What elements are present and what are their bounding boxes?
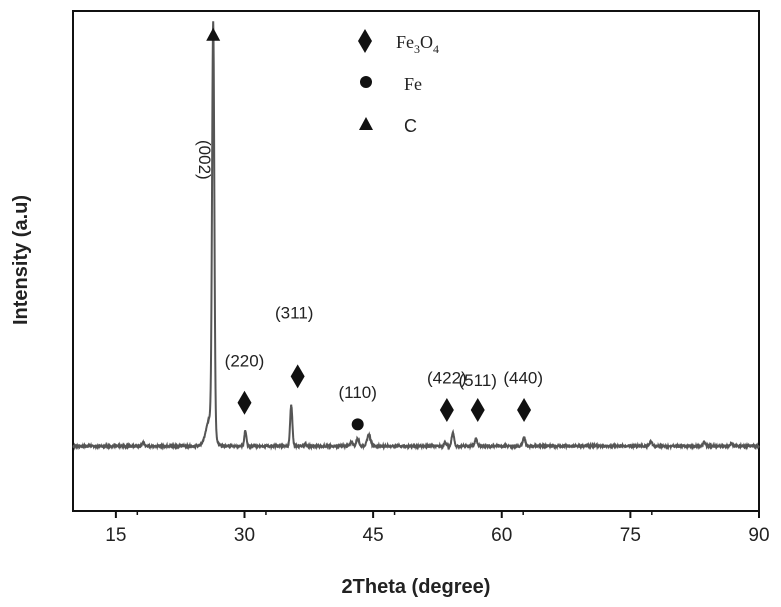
marker-layer — [206, 27, 532, 431]
x-axis-title: 2Theta (degree) — [342, 576, 491, 598]
peak-label: (440) — [503, 369, 543, 388]
peak-label: (311) — [275, 304, 313, 323]
peak-label: (002) — [195, 140, 214, 180]
legend-marker-triangle — [359, 117, 373, 130]
fe3o4-diamond-marker — [290, 364, 305, 389]
peak-label: (220) — [225, 352, 265, 371]
fe-circle-marker — [351, 418, 364, 431]
legend: Fe3O4 Fe C — [358, 29, 439, 136]
c-triangle-marker — [206, 27, 221, 41]
series-layer — [72, 21, 760, 451]
legend-marker-diamond — [358, 29, 372, 53]
y-axis-title: Intensity (a.u) — [10, 195, 32, 325]
plot-frame — [72, 10, 760, 512]
x-tick-label: 15 — [105, 525, 126, 546]
fe3o4-diamond-marker — [439, 397, 454, 422]
x-tick-label: 45 — [363, 525, 384, 546]
annotation-layer: (002) (220) (311) (110) (422)(511) (440) — [195, 140, 543, 402]
legend-label-fe: Fe — [404, 74, 422, 94]
peak-label: (110) — [338, 383, 376, 402]
x-tick-label: 60 — [491, 525, 512, 546]
peak-label: (422) — [427, 369, 467, 388]
fe3o4-diamond-marker — [517, 397, 532, 422]
x-tick-label: 90 — [748, 525, 769, 546]
legend-marker-circle — [360, 76, 372, 88]
x-tick-label: 75 — [620, 525, 641, 546]
legend-label-fe3o4: Fe3O4 — [396, 32, 439, 56]
x-tick-label: 30 — [234, 525, 255, 546]
xrd-pattern-line — [72, 21, 760, 451]
peak-label: (511) — [459, 371, 497, 390]
fe3o4-diamond-marker — [470, 397, 485, 422]
legend-label-c: C — [404, 116, 417, 136]
x-axis-ticks: 15 30 45 60 75 90 — [105, 511, 770, 546]
fe3o4-diamond-marker — [237, 390, 252, 415]
